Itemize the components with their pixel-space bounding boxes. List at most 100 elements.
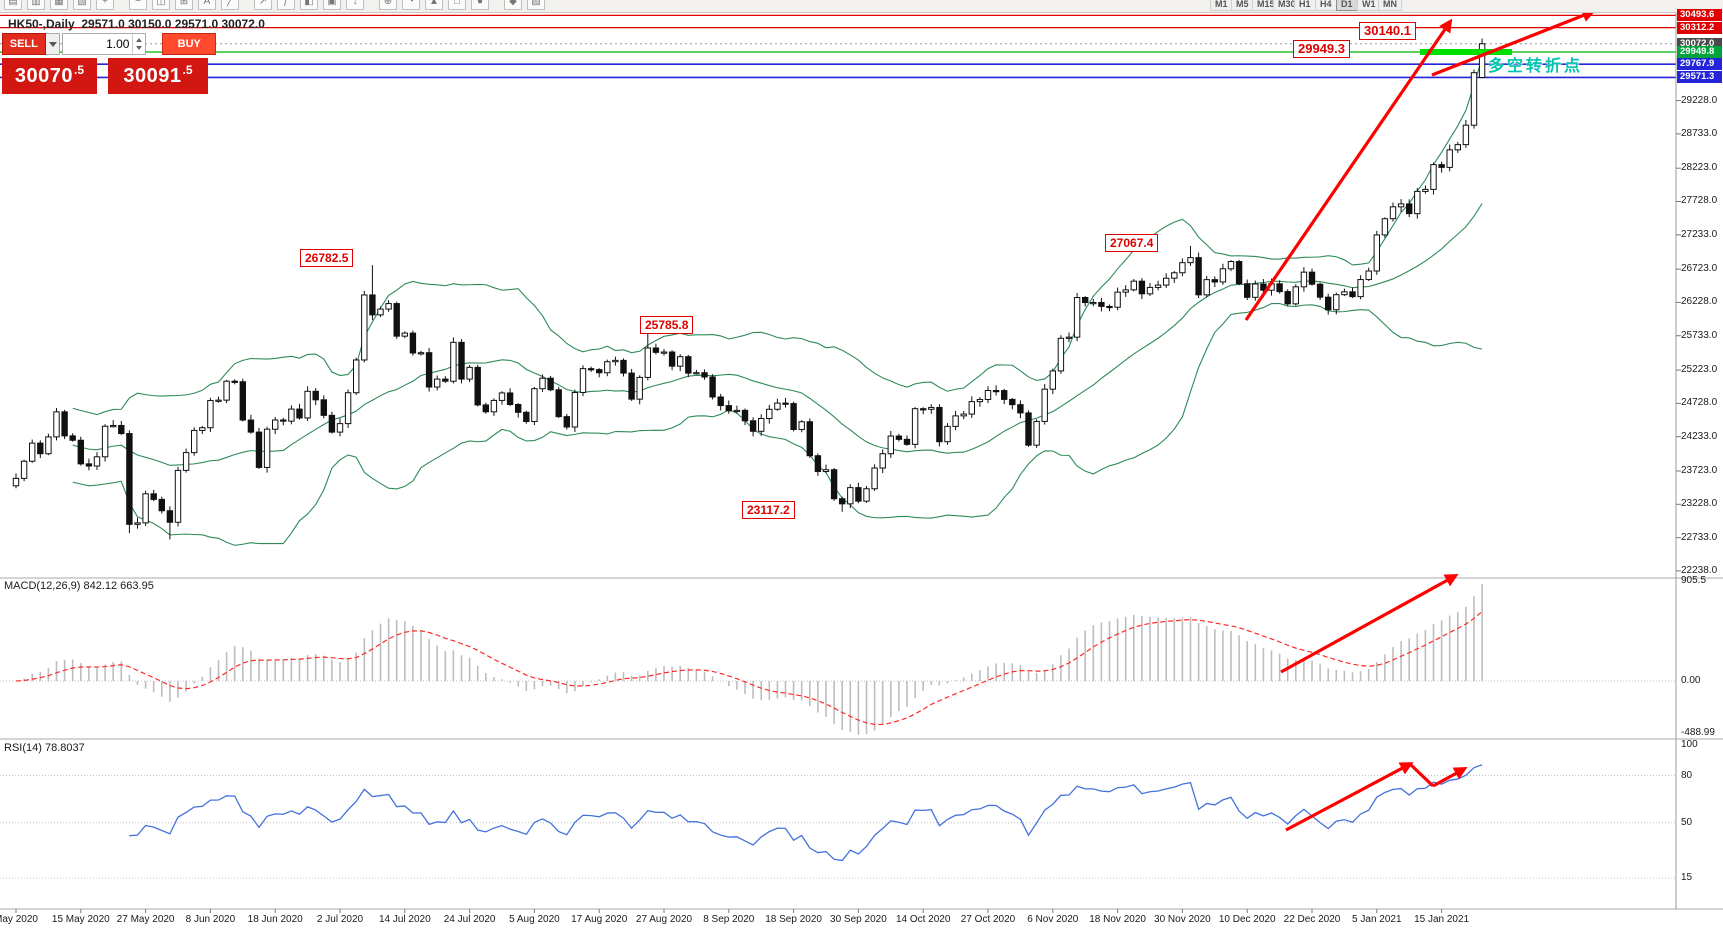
one-click-trade-panel: SELL BUY 30070.5 30091.5 [2, 33, 216, 94]
toolbar-icon[interactable]: ╱ [221, 0, 239, 10]
price-axis-label: 25223.0 [1681, 364, 1718, 376]
toolbar-icon[interactable]: ▲ [425, 0, 443, 10]
toolbar-icon[interactable]: ◫ [152, 0, 170, 10]
toolbar-icon[interactable]: □ [448, 0, 466, 10]
macd-signal-line [15, 611, 1483, 726]
candle-body [1001, 390, 1008, 400]
toolbar-icon[interactable]: ▣ [323, 0, 341, 10]
toolbar-icon[interactable]: ▦ [50, 0, 68, 10]
toolbar-icon[interactable]: ⊞ [175, 0, 193, 10]
price-axis-tag: 29949.8 [1677, 45, 1722, 58]
toolbar-icon[interactable]: ⊕ [379, 0, 397, 10]
candle-body [490, 399, 498, 413]
buy-price-display[interactable]: 30091.5 [108, 58, 208, 94]
candle-body [1284, 291, 1291, 305]
candle-body [1009, 398, 1016, 406]
timeframe-button-MN[interactable]: MN [1378, 0, 1402, 11]
stepper-up-icon[interactable] [136, 38, 143, 42]
rsi-axis-label: 80 [1681, 769, 1693, 781]
candle-body [336, 423, 344, 433]
date-axis-label: May 2020 [0, 914, 38, 925]
volume-stepper[interactable] [132, 34, 145, 54]
candle-body [110, 425, 117, 428]
candle-body [1252, 283, 1259, 298]
candle-body [903, 438, 911, 445]
candle-body [393, 303, 400, 337]
date-axis-label: 22 Dec 2020 [1283, 914, 1341, 925]
toolbar-icon[interactable]: ◧ [300, 0, 318, 10]
candle-body [1349, 291, 1356, 298]
price-axis-tag: 30493.6 [1677, 9, 1722, 22]
toolbar-icon[interactable]: ▧ [73, 0, 91, 10]
candle-body [1341, 291, 1348, 296]
candle-body [296, 408, 303, 419]
price-annotation: 26782.5 [300, 249, 354, 267]
candle-body [247, 419, 255, 433]
candle-body [328, 414, 336, 433]
price-axis-label: 24233.0 [1681, 430, 1718, 442]
order-type-dropdown[interactable] [45, 33, 61, 55]
toolbar-icon[interactable]: − [129, 0, 147, 10]
volume-input[interactable] [63, 34, 133, 54]
rsi-axis-label: 100 [1681, 739, 1698, 750]
candle-body [1203, 279, 1210, 296]
candle-body [628, 372, 635, 400]
stepper-down-icon[interactable] [136, 46, 143, 50]
candle-body [677, 356, 684, 367]
toolbar-icon[interactable]: ◆ [504, 0, 522, 10]
candle-body [288, 408, 295, 422]
candle-body [272, 419, 279, 430]
candle-body [749, 420, 757, 432]
candle-body [199, 427, 206, 431]
candle-body [239, 381, 247, 421]
price-annotation: 29949.3 [1293, 40, 1350, 58]
candle-body [1114, 291, 1121, 308]
toolbar-icon[interactable]: A [198, 0, 216, 10]
candle-body [223, 380, 230, 401]
candle-body [1373, 234, 1380, 272]
sell-button[interactable]: SELL [2, 33, 46, 55]
candle-body [255, 431, 263, 468]
candle-body [182, 452, 190, 471]
candle-body [353, 359, 360, 394]
candle-body [733, 409, 741, 413]
candle-body [1122, 289, 1129, 293]
toolbar-icon[interactable]: ▥ [27, 0, 45, 10]
macd-label: MACD(12,26,9) 842.12 663.95 [4, 580, 154, 592]
candle-body [207, 400, 214, 429]
candle-body [69, 435, 76, 441]
price-axis-label: 29228.0 [1681, 94, 1718, 106]
toolbar-icon[interactable]: ▤ [4, 0, 22, 10]
candle-body [1462, 124, 1470, 146]
buy-button[interactable]: BUY [162, 33, 216, 55]
price-annotation: 30140.1 [1359, 22, 1416, 40]
date-axis-label: 18 Jun 2020 [247, 914, 303, 925]
toolbar-icon[interactable]: + [96, 0, 114, 10]
candle-body [280, 419, 287, 422]
toolbar-icon[interactable]: ◔ [402, 0, 420, 10]
candle-body [660, 351, 668, 354]
price-axis-label: 24728.0 [1681, 397, 1718, 409]
macd-axis-label: -488.99 [1681, 727, 1715, 738]
toolbar-icon[interactable]: ↕ [346, 0, 364, 10]
candle-body [304, 390, 311, 419]
toolbar-icon[interactable]: ƒ [277, 0, 295, 10]
candle-body [523, 411, 530, 423]
candle-body [1438, 164, 1445, 168]
candle-body [952, 415, 959, 427]
candle-body [587, 368, 595, 371]
candle-body [1049, 370, 1056, 390]
candle-body [1025, 412, 1032, 446]
toolbar-icon[interactable]: ↗ [254, 0, 272, 10]
candle-body [1082, 297, 1089, 304]
candle-body [53, 411, 60, 438]
candle-body [741, 409, 749, 422]
candle-body [928, 406, 935, 410]
candle-body [498, 392, 506, 401]
price-annotation: 27067.4 [1105, 234, 1159, 252]
toolbar-icon[interactable]: ▨ [527, 0, 545, 10]
sell-price-display[interactable]: 30070.5 [2, 58, 97, 94]
toolbar-icon[interactable]: ● [471, 0, 489, 10]
